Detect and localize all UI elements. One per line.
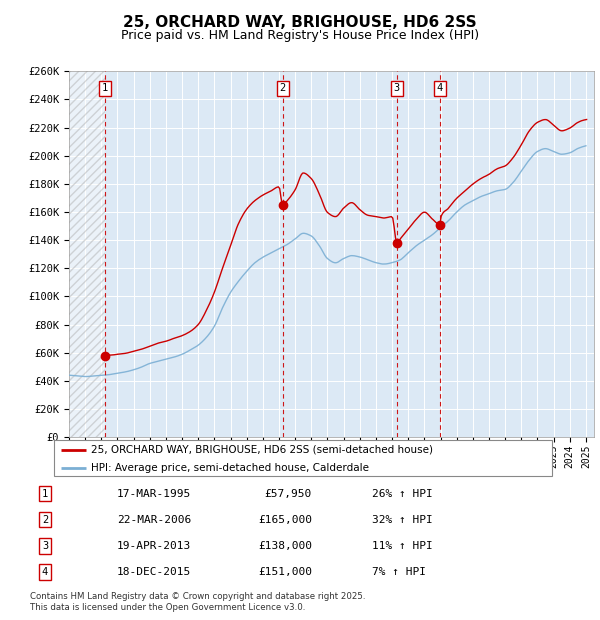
Text: 1: 1	[101, 84, 108, 94]
Bar	[69, 71, 104, 437]
Text: 7% ↑ HPI: 7% ↑ HPI	[372, 567, 426, 577]
Text: 3: 3	[42, 541, 48, 551]
Text: Price paid vs. HM Land Registry's House Price Index (HPI): Price paid vs. HM Land Registry's House …	[121, 30, 479, 42]
Text: £57,950: £57,950	[265, 489, 312, 498]
Text: 4: 4	[437, 84, 443, 94]
Text: Contains HM Land Registry data © Crown copyright and database right 2025.
This d: Contains HM Land Registry data © Crown c…	[30, 592, 365, 611]
Text: 2: 2	[42, 515, 48, 525]
Text: HPI: Average price, semi-detached house, Calderdale: HPI: Average price, semi-detached house,…	[91, 463, 370, 473]
Text: 19-APR-2013: 19-APR-2013	[117, 541, 191, 551]
Text: 11% ↑ HPI: 11% ↑ HPI	[372, 541, 433, 551]
Text: 32% ↑ HPI: 32% ↑ HPI	[372, 515, 433, 525]
Text: 18-DEC-2015: 18-DEC-2015	[117, 567, 191, 577]
Text: 25, ORCHARD WAY, BRIGHOUSE, HD6 2SS (semi-detached house): 25, ORCHARD WAY, BRIGHOUSE, HD6 2SS (sem…	[91, 445, 433, 455]
Text: 2: 2	[280, 84, 286, 94]
Text: 26% ↑ HPI: 26% ↑ HPI	[372, 489, 433, 498]
Text: £138,000: £138,000	[258, 541, 312, 551]
Text: 3: 3	[394, 84, 400, 94]
Text: £165,000: £165,000	[258, 515, 312, 525]
Text: 25, ORCHARD WAY, BRIGHOUSE, HD6 2SS: 25, ORCHARD WAY, BRIGHOUSE, HD6 2SS	[123, 15, 477, 30]
Text: 4: 4	[42, 567, 48, 577]
Text: £151,000: £151,000	[258, 567, 312, 577]
Text: 1: 1	[42, 489, 48, 498]
Text: 22-MAR-2006: 22-MAR-2006	[117, 515, 191, 525]
Text: 17-MAR-1995: 17-MAR-1995	[117, 489, 191, 498]
